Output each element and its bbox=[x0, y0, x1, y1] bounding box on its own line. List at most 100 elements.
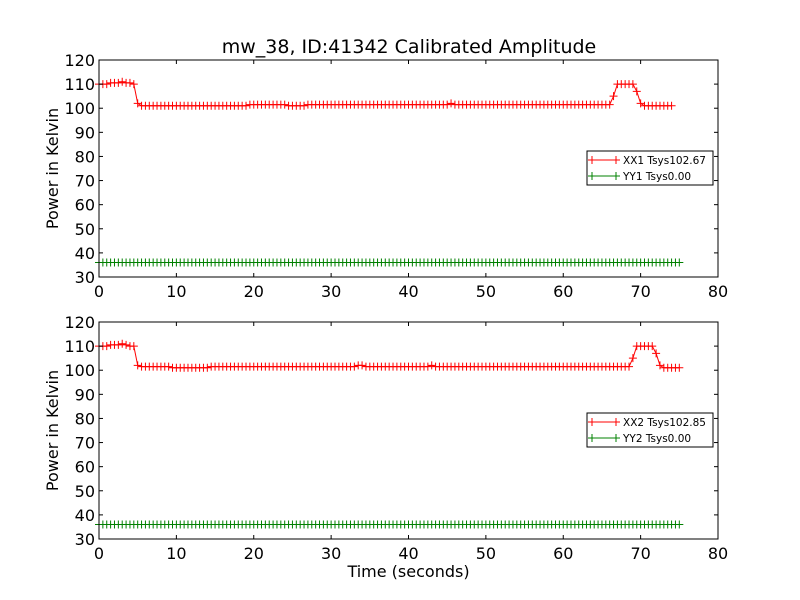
data-point bbox=[203, 363, 212, 372]
data-point bbox=[300, 101, 309, 110]
data-point bbox=[114, 340, 123, 349]
x-tick-label: 80 bbox=[708, 282, 728, 301]
x-tick-label: 30 bbox=[321, 282, 341, 301]
data-point bbox=[358, 361, 367, 370]
data-point bbox=[423, 362, 432, 371]
data-point bbox=[628, 80, 637, 89]
series-yy1 bbox=[95, 258, 684, 267]
y-axis-label: Power in Kelvin bbox=[43, 108, 62, 229]
legend-marker bbox=[588, 156, 596, 164]
y-tick-label: 60 bbox=[75, 458, 95, 477]
x-tick-label: 70 bbox=[630, 544, 650, 563]
y-tick-label: 50 bbox=[75, 482, 95, 501]
x-tick-label: 50 bbox=[476, 282, 496, 301]
data-point bbox=[632, 87, 641, 96]
legend-marker bbox=[612, 156, 620, 164]
series-yy2 bbox=[95, 520, 684, 529]
legend-marker bbox=[588, 434, 596, 442]
y-tick-label: 100 bbox=[64, 361, 95, 380]
x-tick-label: 10 bbox=[166, 282, 186, 301]
data-point bbox=[652, 349, 661, 358]
legend-label: YY2 Tsys0.00 bbox=[622, 433, 691, 445]
legend-label: XX1 Tsys102.67 bbox=[623, 155, 706, 167]
data-point bbox=[118, 339, 127, 348]
y-tick-label: 50 bbox=[75, 220, 95, 239]
legend-marker bbox=[612, 172, 620, 180]
x-tick-label: 70 bbox=[630, 282, 650, 301]
data-point bbox=[164, 362, 173, 371]
data-point bbox=[102, 80, 111, 89]
y-tick-label: 40 bbox=[75, 244, 95, 263]
y-tick-label: 30 bbox=[75, 268, 95, 287]
x-tick-label: 20 bbox=[244, 544, 264, 563]
legend-box bbox=[586, 150, 714, 186]
x-tick-label: 60 bbox=[553, 544, 573, 563]
data-point bbox=[114, 78, 123, 87]
y-tick-label: 30 bbox=[75, 530, 95, 549]
series-xx2 bbox=[95, 339, 684, 372]
x-tick-label: 10 bbox=[166, 544, 186, 563]
y-tick-label: 100 bbox=[64, 99, 95, 118]
legend-marker bbox=[612, 434, 620, 442]
data-point bbox=[675, 258, 684, 267]
subplot-top: 0 10 20 30 40 50 60 70 80 30 40 50 60 70 80 90 100 110 120… bbox=[43, 51, 728, 301]
legend: XX1 Tsys102.67 YY1 Tsys0.00 bbox=[586, 150, 714, 186]
data-point bbox=[648, 342, 657, 351]
figure-title: mw_38, ID:41342 Calibrated Amplitude bbox=[222, 36, 597, 58]
x-tick-label: 0 bbox=[94, 544, 104, 563]
y-tick-label: 70 bbox=[75, 434, 95, 453]
data-point bbox=[447, 99, 456, 108]
data-point bbox=[625, 362, 634, 371]
subplot-bottom: 0 10 20 30 40 50 60 70 80 30 40 50 60 70 80 90 100 110 120… bbox=[43, 313, 728, 581]
data-point bbox=[102, 342, 111, 351]
data-point bbox=[350, 362, 359, 371]
x-tick-label: 50 bbox=[476, 544, 496, 563]
y-tick-label: 120 bbox=[64, 51, 95, 70]
y-tick-label: 80 bbox=[75, 147, 95, 166]
legend-label: XX2 Tsys102.85 bbox=[623, 417, 706, 429]
data-point bbox=[129, 342, 138, 351]
data-point bbox=[628, 354, 637, 363]
x-tick-label: 40 bbox=[398, 544, 418, 563]
x-tick-label: 30 bbox=[321, 544, 341, 563]
legend: XX2 Tsys102.85 YY2 Tsys0.00 bbox=[586, 412, 714, 448]
x-tick-label: 40 bbox=[398, 282, 418, 301]
data-point bbox=[427, 361, 436, 370]
data-point bbox=[605, 100, 614, 109]
data-point bbox=[609, 92, 618, 101]
y-axis-label: Power in Kelvin bbox=[43, 370, 62, 491]
series-xx1 bbox=[95, 77, 676, 110]
x-tick-label: 20 bbox=[244, 282, 264, 301]
data-point bbox=[133, 361, 142, 370]
y-tick-label: 80 bbox=[75, 409, 95, 428]
y-tick-label: 90 bbox=[75, 123, 95, 142]
y-tick-label: 120 bbox=[64, 313, 95, 332]
x-axis-label: Time (seconds) bbox=[346, 562, 469, 581]
y-tick-label: 40 bbox=[75, 506, 95, 525]
data-point bbox=[667, 101, 676, 110]
data-point bbox=[122, 340, 131, 349]
data-point bbox=[129, 80, 138, 89]
x-tick-label: 60 bbox=[553, 282, 573, 301]
y-tick-label: 90 bbox=[75, 385, 95, 404]
legend-marker bbox=[612, 418, 620, 426]
data-point bbox=[443, 100, 452, 109]
data-point bbox=[118, 77, 127, 86]
y-tick-label: 110 bbox=[64, 75, 95, 94]
legend-box bbox=[586, 412, 714, 448]
y-tick-label: 110 bbox=[64, 337, 95, 356]
legend-marker bbox=[588, 418, 596, 426]
legend-label: YY1 Tsys0.00 bbox=[622, 171, 691, 183]
x-tick-label: 0 bbox=[94, 282, 104, 301]
data-point bbox=[125, 78, 134, 87]
legend-marker bbox=[588, 172, 596, 180]
data-point bbox=[242, 101, 251, 110]
y-tick-label: 60 bbox=[75, 196, 95, 215]
data-point bbox=[280, 100, 289, 109]
x-tick-label: 80 bbox=[708, 544, 728, 563]
data-point bbox=[675, 363, 684, 372]
y-tick-label: 70 bbox=[75, 172, 95, 191]
data-point bbox=[675, 520, 684, 529]
